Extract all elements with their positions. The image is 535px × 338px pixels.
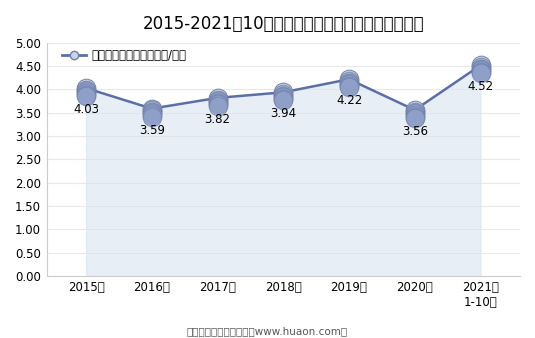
Point: [279, 93, 287, 98]
Point: [279, 95, 287, 100]
Point: [345, 78, 353, 83]
Text: 4.22: 4.22: [336, 94, 362, 107]
Point: [213, 102, 222, 107]
Point: [148, 106, 156, 111]
Point: [213, 103, 222, 109]
Legend: 鸡蛋期货成交均价（万元/手）: 鸡蛋期货成交均价（万元/手）: [62, 49, 186, 62]
Point: [410, 116, 419, 121]
Point: [345, 83, 353, 89]
Point: [82, 89, 90, 94]
Text: 4.52: 4.52: [468, 80, 494, 93]
Text: 制图：华经产业研究院（www.huaon.com）: 制图：华经产业研究院（www.huaon.com）: [187, 326, 348, 336]
Title: 2015-2021年10月大连商品交易所鸡蛋期货成交均价: 2015-2021年10月大连商品交易所鸡蛋期货成交均价: [142, 15, 424, 33]
Point: [82, 86, 90, 91]
Point: [213, 98, 222, 104]
Point: [476, 69, 485, 74]
Text: 3.59: 3.59: [139, 123, 165, 137]
Point: [410, 111, 419, 116]
Text: 3.82: 3.82: [204, 113, 231, 126]
Point: [148, 109, 156, 115]
Point: [279, 96, 287, 101]
Point: [213, 97, 222, 102]
Point: [82, 92, 90, 97]
Point: [345, 85, 353, 90]
Text: 3.94: 3.94: [270, 107, 296, 120]
Point: [279, 90, 287, 95]
Point: [82, 94, 90, 99]
Point: [82, 90, 90, 96]
Text: 4.03: 4.03: [73, 103, 99, 116]
Point: [279, 91, 287, 97]
Point: [345, 76, 353, 82]
Point: [148, 114, 156, 119]
Point: [410, 107, 419, 113]
Point: [476, 63, 485, 68]
Point: [213, 100, 222, 105]
Text: 3.56: 3.56: [402, 125, 428, 138]
Point: [148, 111, 156, 116]
Point: [476, 68, 485, 73]
Point: [82, 87, 90, 92]
Point: [345, 80, 353, 85]
Point: [410, 112, 419, 118]
Point: [476, 66, 485, 71]
Point: [148, 107, 156, 113]
Point: [345, 81, 353, 87]
Point: [279, 98, 287, 103]
Point: [410, 109, 419, 114]
Point: [476, 64, 485, 70]
Point: [476, 71, 485, 76]
Point: [410, 114, 419, 119]
Point: [148, 113, 156, 118]
Point: [213, 95, 222, 101]
